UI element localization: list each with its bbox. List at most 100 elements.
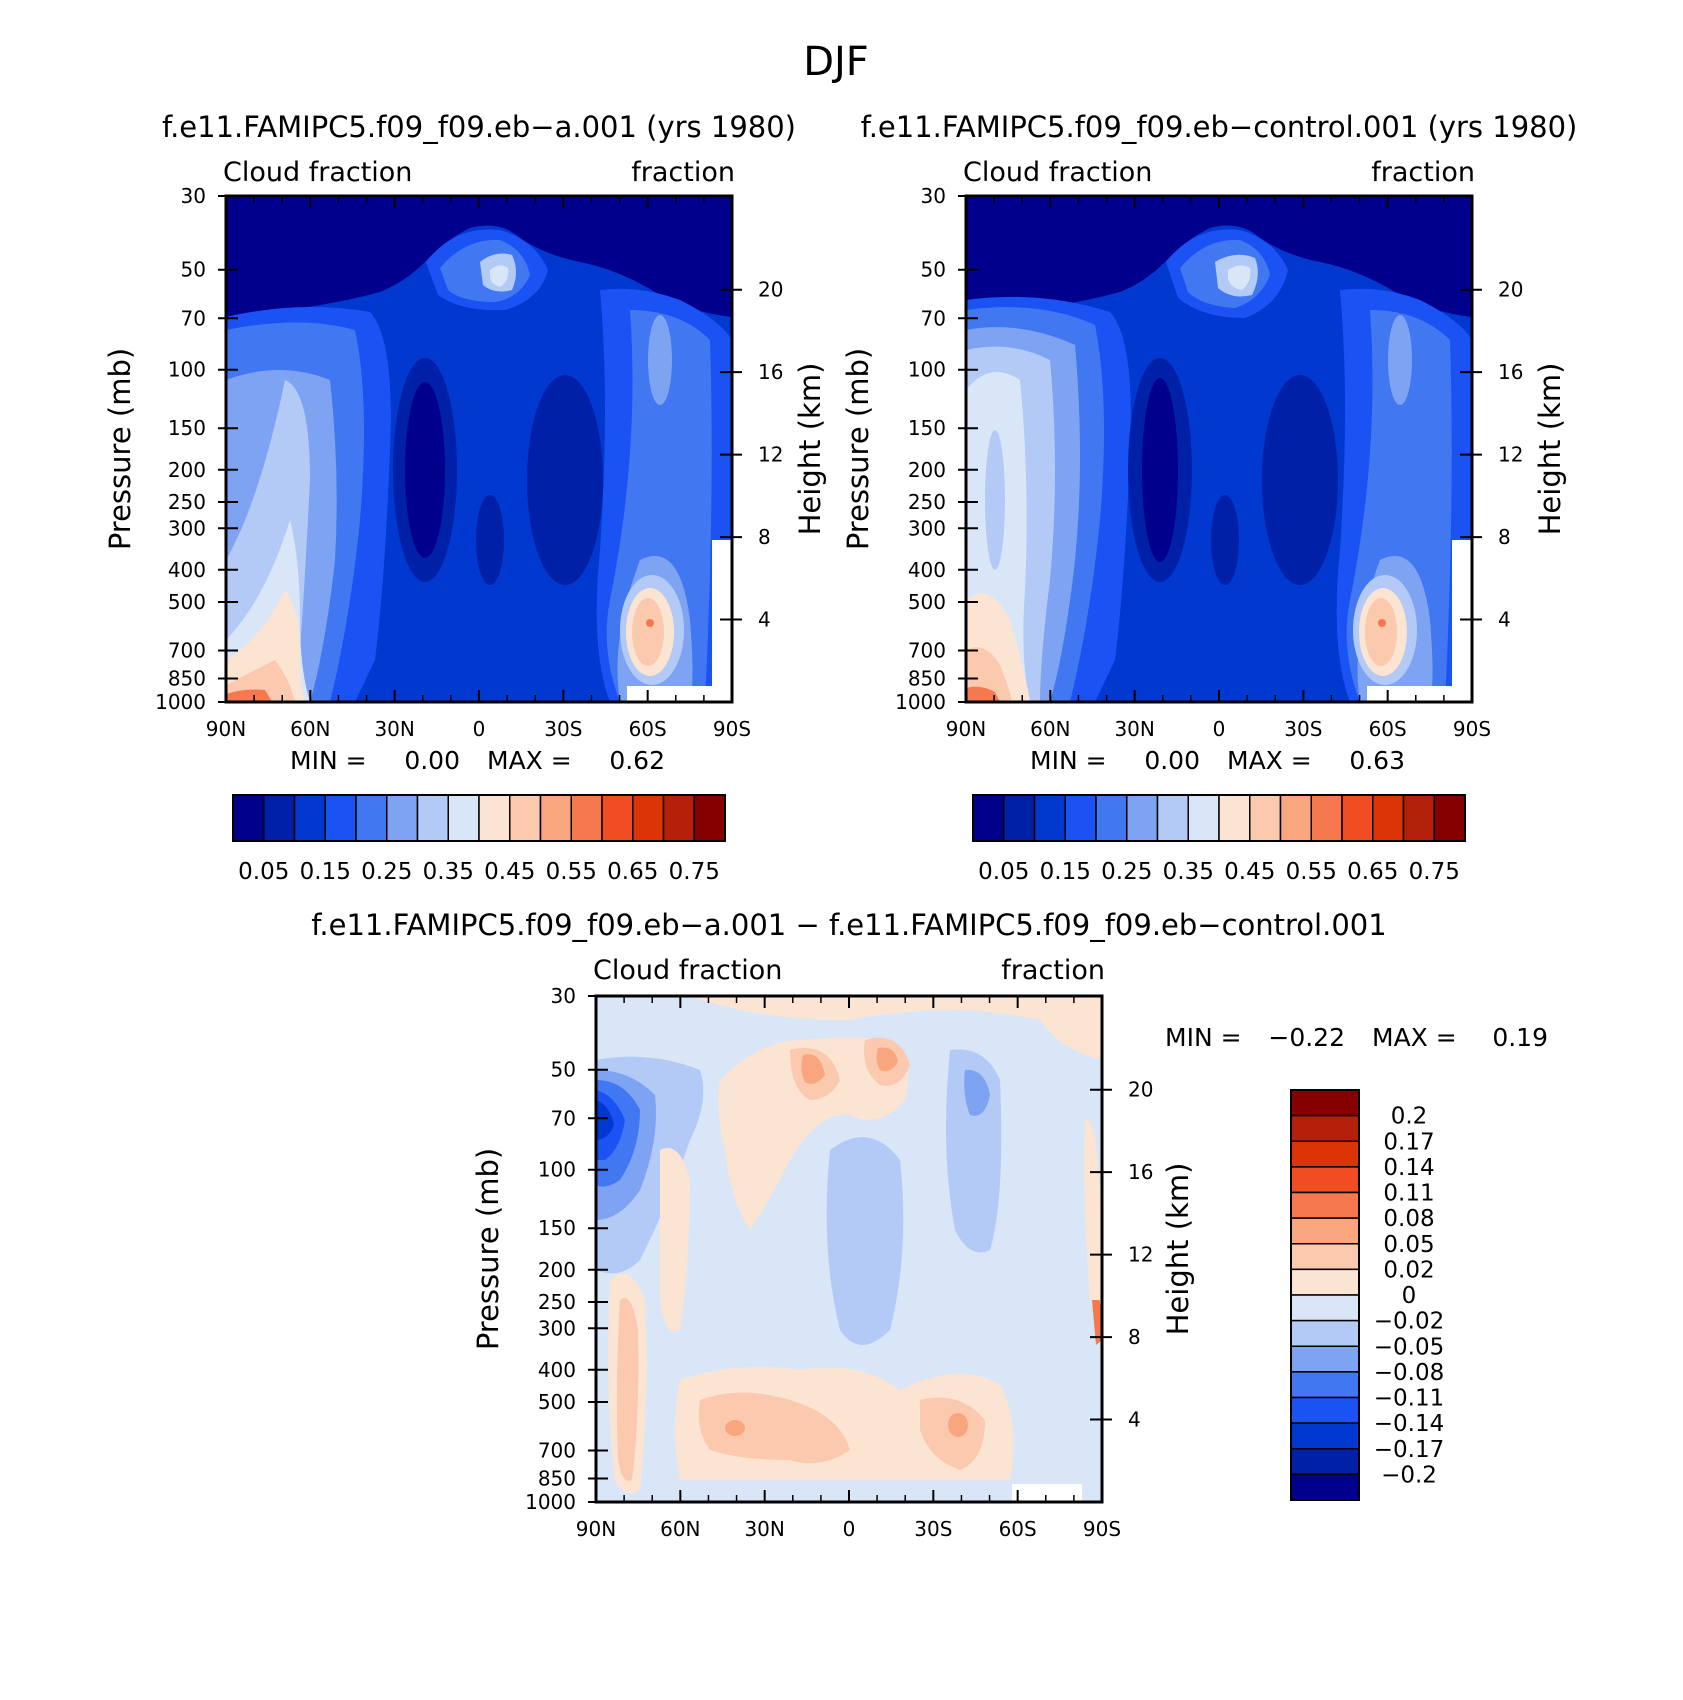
colorbar-swatch bbox=[1290, 1089, 1360, 1117]
y2-tick-label: 16 bbox=[1128, 1160, 1153, 1184]
x-tick-label: 30S bbox=[914, 1517, 952, 1541]
panel-c-left-label: Cloud fraction bbox=[593, 955, 782, 986]
x-tick-label: 90N bbox=[576, 1517, 616, 1541]
colorbar-swatch bbox=[263, 794, 296, 842]
colorbar-swatch bbox=[539, 794, 572, 842]
panel-c-min-value: −0.22 bbox=[1268, 1023, 1345, 1052]
y-tick-label: 150 bbox=[538, 1216, 576, 1240]
y2-tick-label: 12 bbox=[758, 443, 783, 467]
panel-b-min-value: 0.00 bbox=[1144, 746, 1200, 775]
panel-b-field bbox=[966, 196, 1472, 702]
colorbar-swatch bbox=[693, 794, 726, 842]
panel-c-axes: 90N 60N 30N 0 30S 60S 90S 30 50 70 100 150 200 250300… bbox=[525, 984, 1153, 1541]
colorbar-swatch bbox=[1064, 794, 1097, 842]
colorbar-swatch bbox=[1372, 794, 1405, 842]
colorbar-tick-label: −0.17 bbox=[1374, 1437, 1444, 1463]
y-tick-label: 500 bbox=[538, 1390, 576, 1414]
y-tick-label: 1000 bbox=[895, 690, 946, 714]
colorbar-swatch bbox=[601, 794, 634, 842]
y-tick-label: 300 bbox=[908, 516, 946, 540]
colorbar-swatch bbox=[972, 794, 1005, 842]
y-tick-label: 70 bbox=[921, 306, 946, 330]
colorbar-swatch bbox=[570, 794, 603, 842]
panel-c-region-tropopause-pos-5 bbox=[876, 1047, 898, 1072]
y-tick-label: 150 bbox=[908, 416, 946, 440]
panel-b-axes: 90N 60N 30N 0 30S 60S 90S 30 50 70 100 150 200 250300… bbox=[895, 184, 1523, 741]
panel-a-title: f.e11.FAMIPC5.f09_f09.eb−a.001 (yrs 1980… bbox=[162, 110, 796, 144]
colorbar-tick-label: −0.11 bbox=[1374, 1386, 1444, 1412]
colorbar-swatch bbox=[1290, 1345, 1360, 1373]
panel-c-region-mid-neg bbox=[826, 1137, 904, 1345]
colorbar-tick-label: 0.25 bbox=[361, 859, 412, 885]
panel-a-region-south-8 bbox=[646, 619, 654, 627]
y-tick-label: 700 bbox=[538, 1439, 576, 1463]
colorbar-tick-label: −0.14 bbox=[1374, 1411, 1444, 1437]
y2-tick-label: 20 bbox=[1128, 1078, 1153, 1102]
colorbar-swatch bbox=[447, 794, 480, 842]
colorbar-tick-label: 0.14 bbox=[1383, 1155, 1434, 1181]
panel-c-region-low-pos-4 bbox=[725, 1420, 745, 1436]
panel-c-max-label: MAX = bbox=[1372, 1023, 1457, 1052]
panel-c-region-top-pos bbox=[690, 996, 1102, 1060]
colorbar-swatch bbox=[1290, 1319, 1360, 1347]
colorbar-swatch bbox=[1290, 1473, 1360, 1501]
x-tick-label: 30N bbox=[374, 717, 414, 741]
x-tick-label: 30N bbox=[1114, 717, 1154, 741]
colorbar-tick-label: 0.05 bbox=[978, 859, 1029, 885]
panel-b-missing-strip bbox=[1452, 540, 1472, 702]
colorbar-tick-label: 0.45 bbox=[484, 859, 535, 885]
colorbar-swatch bbox=[416, 794, 449, 842]
y-tick-label: 30 bbox=[551, 984, 576, 1008]
panel-c-region-north-low-pos-2 bbox=[616, 1298, 639, 1481]
panel-c-region-mid-pos bbox=[660, 1148, 690, 1332]
y-tick-label: 400 bbox=[538, 1358, 576, 1382]
colorbar-swatch bbox=[1218, 794, 1251, 842]
panel-b-ylabel-right: Height (km) bbox=[1533, 363, 1567, 536]
y-tick-label: 30 bbox=[921, 184, 946, 208]
panel-c-title: f.e11.FAMIPC5.f09_f09.eb−a.001 − f.e11.F… bbox=[311, 908, 1386, 942]
colorbar-tick-label: 0.15 bbox=[300, 859, 351, 885]
colorbar-tick-label: 0.02 bbox=[1383, 1257, 1434, 1283]
colorbar-swatch bbox=[1290, 1114, 1360, 1142]
x-tick-label: 0 bbox=[843, 1517, 856, 1541]
colorbar-swatch bbox=[632, 794, 665, 842]
y2-tick-label: 8 bbox=[758, 525, 771, 549]
panel-b-right-label: fraction bbox=[1371, 157, 1475, 188]
x-tick-label: 60N bbox=[1030, 717, 1070, 741]
colorbar-tick-label: 0.65 bbox=[1347, 859, 1398, 885]
y2-tick-label: 12 bbox=[1128, 1243, 1153, 1267]
y-tick-label: 850 bbox=[168, 667, 206, 691]
colorbar-frame bbox=[232, 794, 726, 842]
colorbar-swatch bbox=[1290, 1217, 1360, 1245]
panel-b-region-north-9 bbox=[966, 686, 1000, 702]
colorbar-swatch bbox=[1290, 1294, 1360, 1322]
panel-b-region-south-8 bbox=[1378, 619, 1386, 627]
y2-tick-label: 8 bbox=[1498, 525, 1511, 549]
x-tick-label: 90N bbox=[206, 717, 246, 741]
colorbar-swatch bbox=[1310, 794, 1343, 842]
panel-c: f.e11.FAMIPC5.f09_f09.eb−a.001 − f.e11.F… bbox=[311, 908, 1548, 1541]
colorbar-tick-label: 0.35 bbox=[423, 859, 474, 885]
panel-c-region-low-pos-5 bbox=[948, 1413, 968, 1437]
panel-c-field bbox=[596, 996, 1102, 1502]
y2-tick-label: 16 bbox=[1498, 360, 1523, 384]
y2-tick-label: 20 bbox=[758, 278, 783, 302]
colorbar-tick-label: 0.08 bbox=[1383, 1206, 1434, 1232]
y-tick-label: 500 bbox=[168, 590, 206, 614]
y-tick-label: 50 bbox=[921, 258, 946, 282]
panel-c-max-value: 0.19 bbox=[1492, 1023, 1548, 1052]
x-tick-label: 90S bbox=[1083, 1517, 1121, 1541]
x-tick-label: 0 bbox=[1213, 717, 1226, 741]
colorbar-tick-label: 0.11 bbox=[1383, 1181, 1434, 1207]
panel-a-min-label: MIN = bbox=[290, 746, 367, 775]
panel-a-region-south-7 bbox=[632, 598, 664, 666]
colorbar-swatch bbox=[1341, 794, 1374, 842]
panel-a-left-label: Cloud fraction bbox=[223, 157, 412, 188]
colorbar-tick-label: −0.08 bbox=[1374, 1360, 1444, 1386]
panel-c-right-label: fraction bbox=[1001, 955, 1105, 986]
panel-a-colorbar: 0.05 0.15 0.25 0.35 0.45 0.55 0.65 0.75 bbox=[232, 794, 726, 885]
y-tick-label: 50 bbox=[181, 258, 206, 282]
panel-a-region-north-6 bbox=[226, 590, 305, 702]
panel-a-region-upper bbox=[226, 196, 732, 317]
colorbar-tick-label: 0.05 bbox=[1383, 1232, 1434, 1258]
